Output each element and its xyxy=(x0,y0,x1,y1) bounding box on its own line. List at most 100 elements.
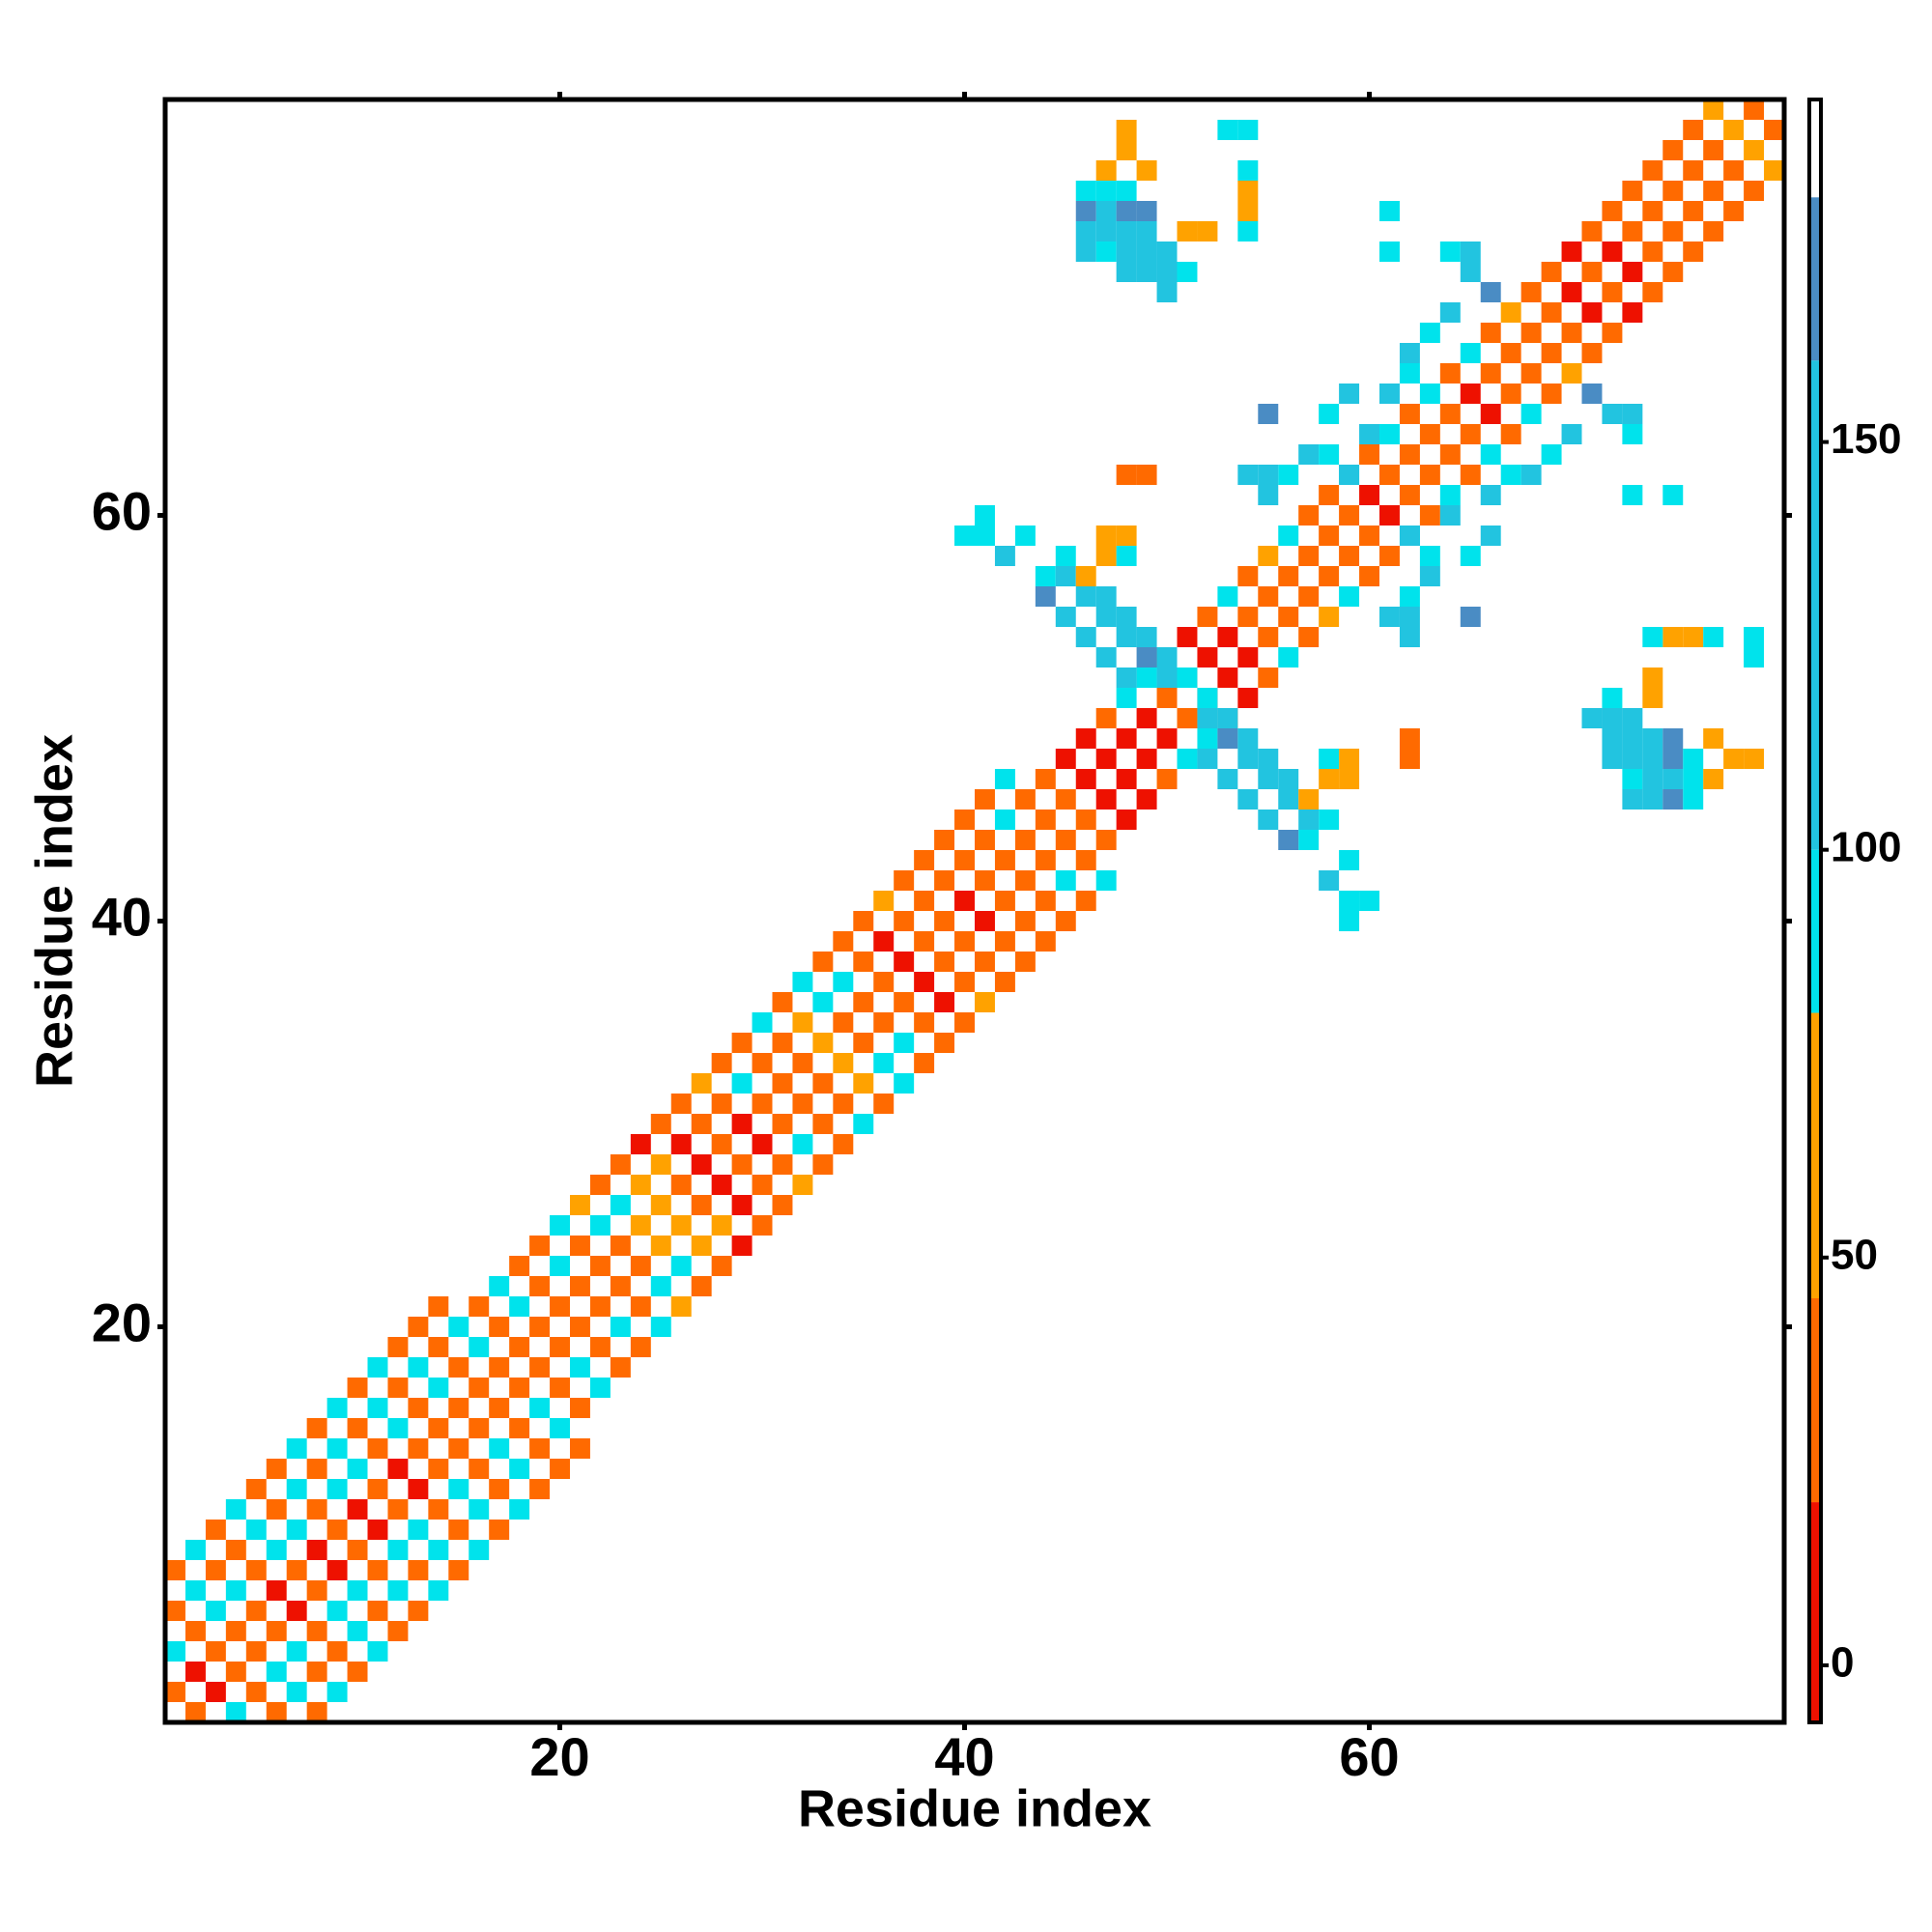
heatmap-cell xyxy=(428,1337,449,1357)
heatmap-cell xyxy=(1258,668,1279,688)
heatmap-cell xyxy=(894,1073,915,1094)
heatmap-cell xyxy=(1744,99,1765,120)
heatmap-cell xyxy=(1703,221,1724,242)
heatmap-cell xyxy=(367,1479,388,1499)
heatmap-cell xyxy=(1683,627,1704,647)
heatmap-cell xyxy=(610,1276,631,1296)
heatmap-cell xyxy=(1399,404,1420,424)
heatmap-cell xyxy=(914,972,935,992)
heatmap-cell xyxy=(1116,546,1137,566)
heatmap-cell xyxy=(448,1560,469,1580)
heatmap-cell xyxy=(1602,728,1623,749)
heatmap-cell xyxy=(894,911,915,931)
heatmap-cell xyxy=(1237,749,1259,769)
heatmap-cell xyxy=(954,972,975,992)
heatmap-cell xyxy=(994,972,1015,992)
heatmap-cell xyxy=(1602,749,1623,769)
heatmap-cell xyxy=(1622,749,1643,769)
heatmap-cell xyxy=(529,1357,551,1378)
heatmap-cell xyxy=(1237,201,1259,221)
heatmap-cell xyxy=(731,1154,753,1175)
heatmap-cell xyxy=(711,1215,732,1236)
heatmap-cell xyxy=(1622,302,1643,323)
heatmap-cell xyxy=(691,1073,712,1094)
heatmap-cell xyxy=(1683,749,1704,769)
heatmap-cell xyxy=(630,1175,651,1195)
heatmap-cell xyxy=(1379,201,1400,221)
heatmap-cell xyxy=(1662,262,1684,282)
heatmap-cell xyxy=(772,1073,793,1094)
heatmap-cell xyxy=(1095,870,1117,891)
heatmap-cell xyxy=(205,1520,226,1540)
heatmap-cell xyxy=(1460,343,1481,363)
heatmap-cell xyxy=(630,1256,651,1276)
heatmap-cell xyxy=(792,1094,813,1114)
heatmap-cell xyxy=(1095,830,1117,850)
heatmap-cell xyxy=(853,1114,874,1134)
heatmap-cell xyxy=(1075,242,1096,262)
y-tick-label: 20 xyxy=(92,1292,152,1352)
heatmap-cell xyxy=(1622,424,1643,444)
heatmap-cell xyxy=(1136,647,1157,668)
heatmap-cell xyxy=(1683,769,1704,789)
heatmap-cell xyxy=(185,1621,206,1641)
heatmap-cell xyxy=(630,1337,651,1357)
heatmap-cell xyxy=(489,1357,510,1378)
heatmap-cell xyxy=(650,1114,671,1134)
heatmap-cell xyxy=(509,1459,530,1479)
heatmap-cell xyxy=(1197,708,1218,728)
heatmap-cell xyxy=(1602,282,1623,302)
heatmap-cell xyxy=(225,1540,246,1560)
heatmap-cell xyxy=(670,1296,692,1317)
heatmap-cell xyxy=(1116,627,1137,647)
heatmap-cell xyxy=(1136,262,1157,282)
heatmap-cell xyxy=(1055,566,1076,586)
heatmap-cell xyxy=(1116,668,1137,688)
heatmap-cell xyxy=(1095,749,1117,769)
heatmap-cell xyxy=(1237,465,1259,485)
heatmap-cell xyxy=(1075,566,1096,586)
heatmap-cell xyxy=(650,1236,671,1256)
heatmap-cell xyxy=(1075,728,1096,749)
heatmap-cell xyxy=(994,769,1015,789)
heatmap-cell xyxy=(994,931,1015,952)
heatmap-cell xyxy=(1703,627,1724,647)
heatmap-cell xyxy=(306,1418,327,1438)
heatmap-cell xyxy=(387,1459,409,1479)
heatmap-cell xyxy=(1035,566,1056,586)
heatmap-cell xyxy=(1581,708,1603,728)
heatmap-cell xyxy=(1075,810,1096,830)
heatmap-cell xyxy=(1014,911,1036,931)
heatmap-cell xyxy=(448,1357,469,1378)
heatmap-cell xyxy=(1744,181,1765,201)
heatmap-cell xyxy=(1055,789,1076,810)
heatmap-cell xyxy=(1744,647,1765,668)
heatmap-cell xyxy=(245,1682,267,1702)
heatmap-cell xyxy=(1339,465,1360,485)
heatmap-cell xyxy=(873,931,895,952)
heatmap-cell xyxy=(954,1012,975,1033)
heatmap-cell xyxy=(1359,566,1379,586)
heatmap-cell xyxy=(1116,769,1137,789)
heatmap-cell xyxy=(245,1479,267,1499)
heatmap-cell xyxy=(205,1682,226,1702)
colorbar-band xyxy=(1809,1298,1821,1503)
heatmap-cell xyxy=(610,1357,631,1378)
heatmap-cell xyxy=(509,1337,530,1357)
colorbar-band xyxy=(1809,849,1821,1013)
heatmap-cell xyxy=(347,1580,368,1601)
heatmap-cell xyxy=(812,1073,834,1094)
heatmap-cell xyxy=(1662,181,1684,201)
heatmap-cell xyxy=(165,1682,185,1702)
heatmap-cell xyxy=(812,952,834,972)
heatmap-cell xyxy=(691,1195,712,1215)
heatmap-cell xyxy=(954,931,975,952)
heatmap-cell xyxy=(1622,181,1643,201)
heatmap-cell xyxy=(610,1317,631,1337)
heatmap-cell xyxy=(1278,566,1299,586)
heatmap-cell xyxy=(894,1033,915,1053)
heatmap-cell xyxy=(1359,526,1379,546)
heatmap-cell xyxy=(1439,505,1461,526)
heatmap-cell xyxy=(327,1641,348,1662)
heatmap-cell xyxy=(1339,384,1360,404)
